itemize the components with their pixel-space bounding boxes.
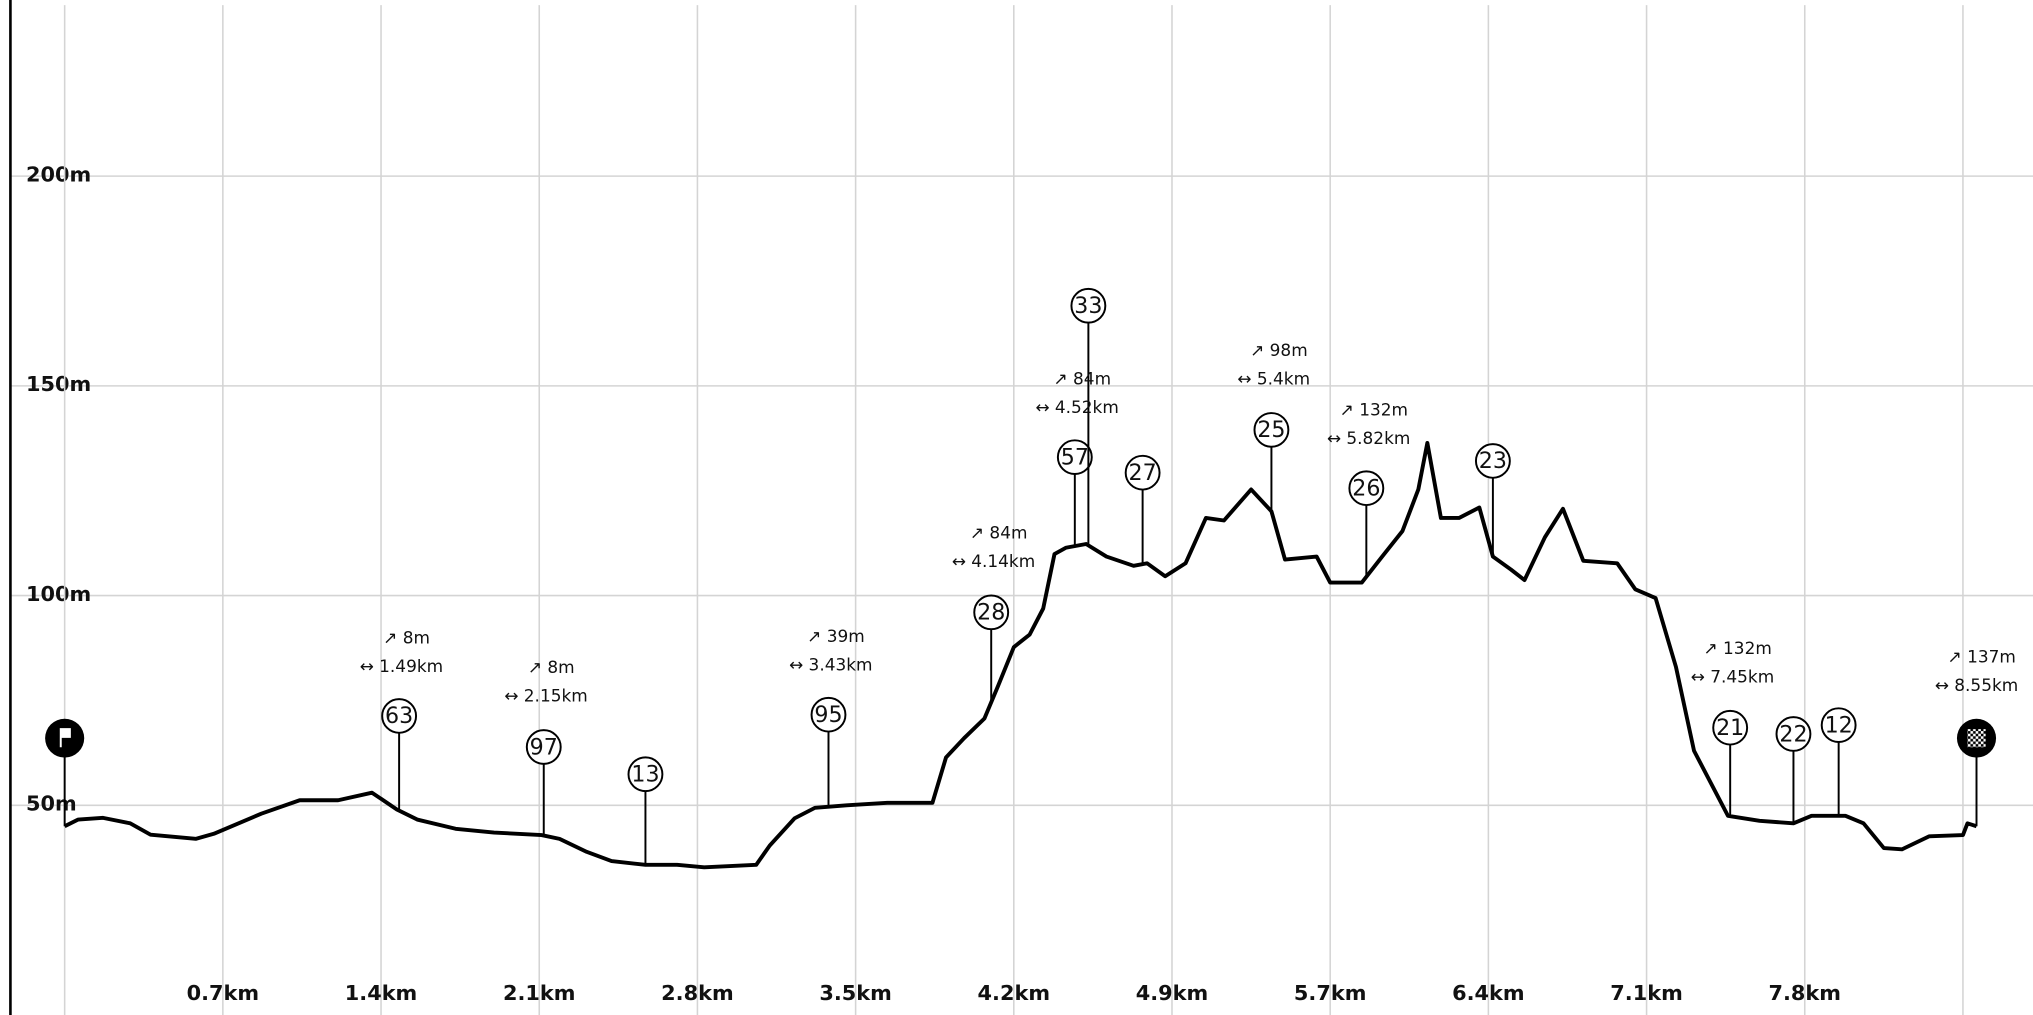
waypoint-label: 27 (1129, 460, 1157, 486)
annotation-distance: ↔ 5.82km (1327, 428, 1411, 448)
annotation-climb: ↗ 132m (1703, 638, 1771, 658)
annotation-distance: ↔ 1.49km (360, 656, 444, 676)
waypoint-label: 28 (977, 600, 1005, 626)
x-tick-label: 3.5km (819, 981, 891, 1005)
waypoint-label: 12 (1825, 713, 1853, 739)
waypoint-marker (1253, 412, 1290, 448)
annotation-distance: ↔ 2.15km (504, 686, 588, 706)
annotation-distance: ↔ 4.14km (952, 551, 1036, 571)
segment-annotation: ↗ 132m ↔ 5.82km (1327, 400, 1411, 448)
waypoint-marker (627, 756, 664, 793)
x-tick-label: 0.7km (187, 981, 259, 1005)
finish-flag (1967, 729, 1986, 748)
waypoint-label: 63 (385, 703, 413, 729)
y-tick-label: 50m (26, 792, 77, 816)
waypoint-label: 25 (1257, 417, 1285, 443)
plot: 63 97 13 95 28 57 33 27 25 26 23 21 22 12 ↗ 8m ↔ 1.49km… (45, 287, 2019, 870)
waypoint-label: 26 (1352, 476, 1380, 502)
annotation-climb: ↗ 98m (1250, 340, 1308, 360)
annotation-climb: ↗ 137m (1948, 647, 2016, 667)
annotation-distance: ↔ 7.45km (1691, 666, 1775, 686)
segment-annotation: ↗ 39m ↔ 3.43km (789, 626, 873, 674)
waypoint-marker (1070, 287, 1107, 324)
waypoint-marker (1056, 439, 1093, 475)
waypoint-marker (1474, 443, 1511, 479)
waypoint-label: 57 (1061, 445, 1089, 471)
waypoint-marker (1712, 709, 1749, 746)
waypoint-marker (973, 594, 1010, 631)
annotation-climb: ↗ 8m (528, 657, 575, 677)
segment-annotation: ↗ 84m ↔ 4.52km (1035, 369, 1119, 417)
segment-annotation: ↗ 84m ↔ 4.14km (952, 523, 1036, 571)
waypoint-label: 95 (814, 702, 842, 728)
x-tick-label: 4.9km (1136, 981, 1208, 1005)
waypoint-label: 33 (1074, 293, 1102, 319)
annotation-climb: ↗ 132m (1340, 400, 1408, 420)
segment-annotation: ↗ 8m ↔ 1.49km (360, 627, 444, 675)
annotation-distance: ↔ 4.52km (1035, 397, 1119, 417)
y-tick-label: 100m (26, 582, 91, 606)
waypoint-marker (1775, 716, 1812, 752)
waypoint-marker (525, 729, 562, 765)
x-tick-label: 4.2km (978, 981, 1050, 1005)
annotation-climb: ↗ 39m (807, 626, 865, 646)
segment-annotation: ↗ 98m ↔ 5.4km (1237, 340, 1310, 388)
waypoint-marker (1820, 707, 1857, 744)
waypoint-marker (1124, 454, 1161, 491)
start-flag (59, 728, 71, 748)
x-tick-label: 2.8km (661, 981, 733, 1005)
elevation-line (63, 440, 1978, 870)
grid: 50m 100m 150m 200m 0.7km 1.4km 2.1km 2.8km 3.5km… (10, 5, 2033, 1015)
waypoint-label: 97 (530, 734, 558, 760)
annotation-distance: ↔ 8.55km (1935, 675, 2019, 695)
segment-annotation: ↗ 137m ↔ 8.55km (1935, 647, 2019, 695)
waypoint-marker (381, 698, 418, 734)
waypoint-label: 23 (1479, 448, 1507, 474)
waypoint-label: 22 (1779, 721, 1807, 747)
segment-annotation: ↗ 8m ↔ 2.15km (504, 657, 588, 705)
annotation-climb: ↗ 8m (383, 627, 430, 647)
y-tick-label: 150m (26, 372, 91, 396)
annotation-climb: ↗ 84m (1054, 369, 1112, 389)
waypoint-marker (1348, 470, 1385, 507)
x-tick-label: 5.7km (1294, 981, 1366, 1005)
annotation-distance: ↔ 5.4km (1237, 369, 1310, 389)
start-marker (45, 718, 85, 758)
waypoint-marker (810, 696, 847, 733)
waypoint-label: 13 (631, 762, 659, 788)
y-tick-label: 200m (26, 163, 91, 187)
segment-annotation: ↗ 132m ↔ 7.45km (1691, 638, 1775, 686)
annotation-distance: ↔ 3.43km (789, 655, 873, 675)
x-tick-label: 6.4km (1452, 981, 1524, 1005)
x-tick-label: 7.8km (1769, 981, 1841, 1005)
annotation-climb: ↗ 84m (970, 523, 1028, 543)
waypoint-label: 21 (1716, 715, 1744, 741)
x-tick-label: 2.1km (503, 981, 575, 1005)
x-tick-label: 7.1km (1610, 981, 1682, 1005)
x-tick-label: 1.4km (345, 981, 417, 1005)
